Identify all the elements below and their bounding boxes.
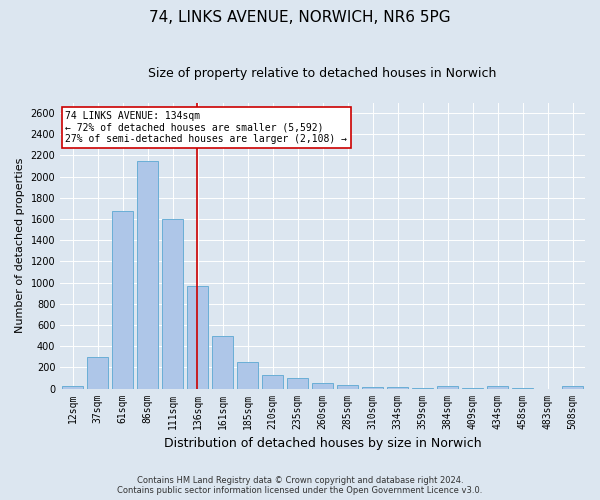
Bar	[337, 386, 358, 388]
Bar	[112, 210, 133, 388]
Text: 74 LINKS AVENUE: 134sqm
← 72% of detached houses are smaller (5,592)
27% of semi: 74 LINKS AVENUE: 134sqm ← 72% of detache…	[65, 111, 347, 144]
Bar	[137, 161, 158, 388]
Text: Contains HM Land Registry data © Crown copyright and database right 2024.
Contai: Contains HM Land Registry data © Crown c…	[118, 476, 482, 495]
Bar	[312, 384, 333, 388]
Bar	[62, 386, 83, 388]
X-axis label: Distribution of detached houses by size in Norwich: Distribution of detached houses by size …	[164, 437, 481, 450]
Bar	[362, 387, 383, 388]
Bar	[287, 378, 308, 388]
Bar	[162, 219, 183, 388]
Bar	[487, 386, 508, 388]
Bar	[212, 336, 233, 388]
Text: 74, LINKS AVENUE, NORWICH, NR6 5PG: 74, LINKS AVENUE, NORWICH, NR6 5PG	[149, 10, 451, 25]
Bar	[562, 386, 583, 388]
Y-axis label: Number of detached properties: Number of detached properties	[15, 158, 25, 333]
Bar	[387, 386, 408, 388]
Bar	[237, 362, 258, 388]
Bar	[187, 286, 208, 388]
Bar	[437, 386, 458, 388]
Bar	[87, 357, 108, 388]
Title: Size of property relative to detached houses in Norwich: Size of property relative to detached ho…	[148, 68, 497, 80]
Bar	[262, 376, 283, 388]
